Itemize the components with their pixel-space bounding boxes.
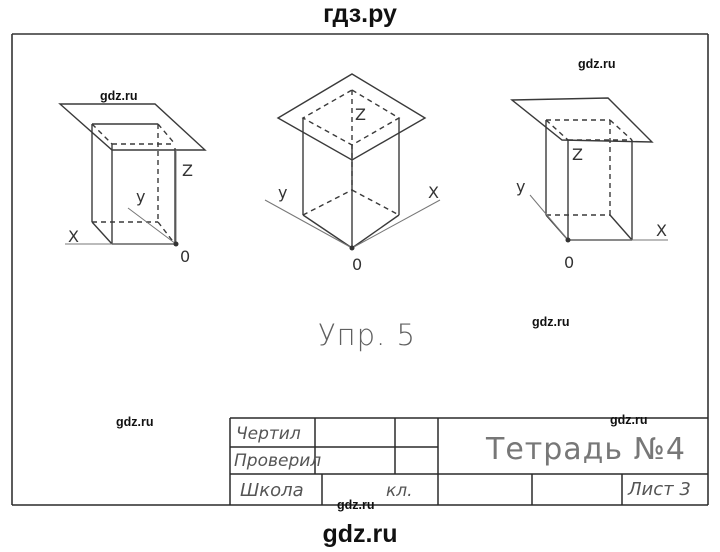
watermark-top: гдз.ру: [323, 0, 397, 28]
figure-1-axis-y: y: [136, 187, 145, 206]
watermark-small: gdz.ru: [116, 415, 154, 429]
cell-class-label: кл.: [386, 481, 413, 501]
figure-2-axis-y: y: [278, 183, 287, 202]
cell-drew-label: Чертил: [236, 424, 301, 444]
figure-3-axis-x: X: [656, 221, 667, 240]
figure-2-origin: 0: [352, 255, 362, 274]
sheet-number: Лист 3: [628, 479, 691, 500]
notebook-title: Тетрадь №4: [486, 432, 686, 467]
figure-1-axis-z: Z: [182, 161, 193, 180]
watermark-small: gdz.ru: [337, 498, 375, 512]
title-block: [12, 417, 708, 506]
watermark-bottom: gdz.ru: [322, 520, 398, 548]
figure-1-plane: [58, 103, 207, 151]
watermark-small: gdz.ru: [578, 57, 616, 71]
figure-1-axis-x: X: [68, 227, 79, 246]
cell-checked-label: Проверил: [234, 451, 322, 471]
figure-2-axis-z: Z: [355, 105, 366, 124]
figure-3-prism: [510, 97, 668, 241]
figure-2-axis-x: X: [428, 183, 439, 202]
figure-2-prism: [264, 73, 441, 249]
figure-1-prism: [58, 103, 207, 245]
figure-3-origin-dot: [565, 237, 571, 243]
exercise-caption: Упр. 5: [318, 318, 416, 352]
watermark-small: gdz.ru: [532, 315, 570, 329]
watermark-small: gdz.ru: [610, 413, 648, 427]
cell-school-label: Школа: [240, 480, 304, 501]
figure-3-axis-y: y: [516, 177, 525, 196]
figure-1-origin-dot: [173, 241, 179, 247]
figure-3-axis-z: Z: [572, 145, 583, 164]
figure-3-origin: 0: [564, 253, 574, 272]
figure-1-origin: 0: [180, 247, 190, 266]
figure-2-origin-dot: [349, 245, 355, 251]
watermark-small: gdz.ru: [100, 89, 138, 103]
